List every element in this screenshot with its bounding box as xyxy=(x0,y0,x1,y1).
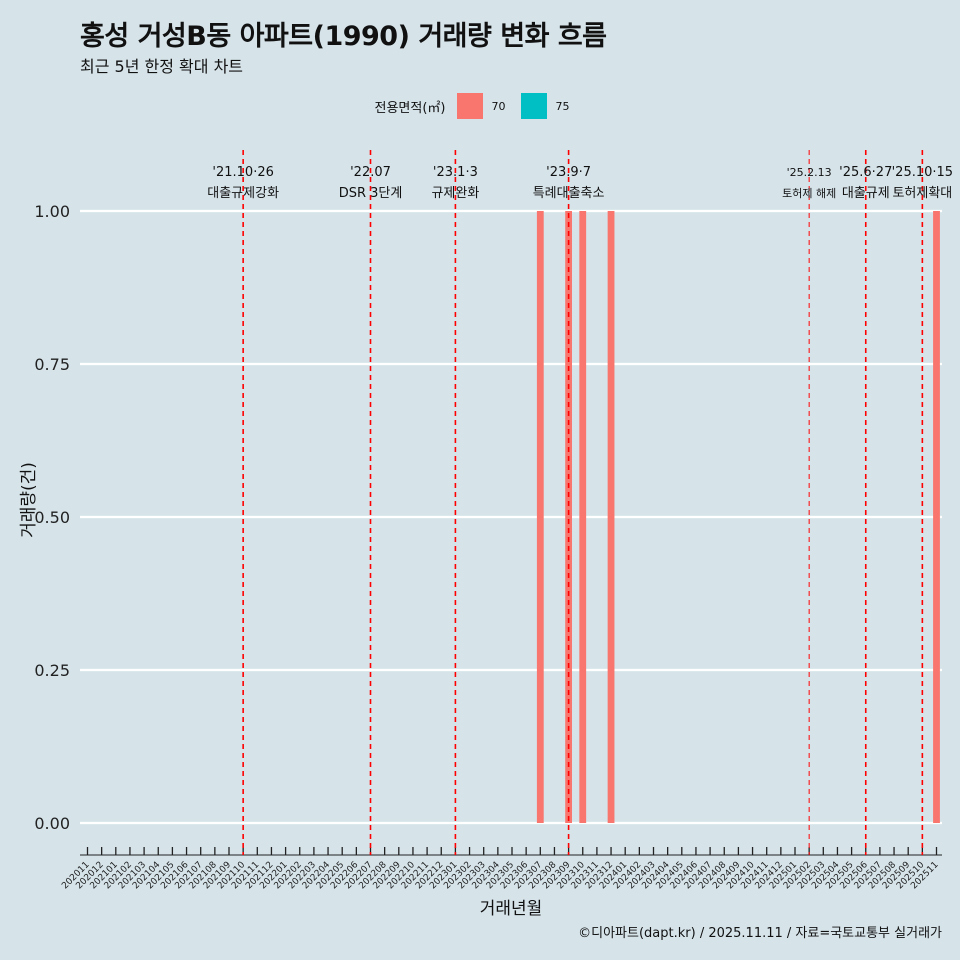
y-tick-label: 0.00 xyxy=(34,814,70,833)
event-date: '25.10·15 xyxy=(892,165,953,180)
y-tick-label: 1.00 xyxy=(34,202,70,221)
event-date: '25.2.13 xyxy=(787,166,832,179)
legend-swatch-70 xyxy=(457,93,484,119)
legend: 전용면적(㎡) 70 75 xyxy=(0,93,960,119)
y-tick-label: 0.50 xyxy=(34,508,70,527)
bar-70 xyxy=(607,211,615,823)
event-label: 토허제 해제 xyxy=(782,186,836,200)
legend-item-75: 75 xyxy=(521,93,575,119)
event-date: '25.6·27 xyxy=(839,165,892,180)
legend-label-75: 75 xyxy=(555,99,570,113)
bar-70 xyxy=(536,211,544,823)
y-tick-label: 0.25 xyxy=(34,661,70,680)
legend-item-70: 70 xyxy=(457,93,511,119)
bar-70 xyxy=(579,211,587,823)
event-label: 특례대출축소 xyxy=(533,186,605,201)
x-axis-title: 거래년월 xyxy=(480,899,543,919)
event-label: 토허제확대 xyxy=(892,186,952,201)
chart-title: 홍성 거성B동 아파트(1990) 거래량 변화 흐름 xyxy=(80,21,607,52)
legend-title: 전용면적(㎡) xyxy=(374,100,446,116)
y-tick-label: 0.75 xyxy=(34,355,70,374)
bar-70 xyxy=(933,211,940,823)
chart-subtitle: 최근 5년 한정 확대 차트 xyxy=(80,57,244,76)
event-label: 대출규제강화 xyxy=(207,186,279,201)
event-date: '22.07 xyxy=(350,165,391,180)
event-label: 규제완화 xyxy=(431,186,479,201)
y-axis-title: 거래량(건) xyxy=(19,462,39,538)
caption: ©디아파트(dapt.kr) / 2025.11.11 / 자료=국토교통부 실… xyxy=(578,926,942,941)
legend-swatch-75 xyxy=(521,93,548,119)
legend-label-70: 70 xyxy=(491,99,506,113)
event-label: DSR 3단계 xyxy=(339,186,403,201)
bar-70 xyxy=(565,211,572,823)
event-date: '23.9·7 xyxy=(546,165,591,180)
event-date: '23.1·3 xyxy=(433,165,478,180)
event-label: 대출규제 xyxy=(842,186,890,201)
event-date: '21.10·26 xyxy=(212,165,273,180)
